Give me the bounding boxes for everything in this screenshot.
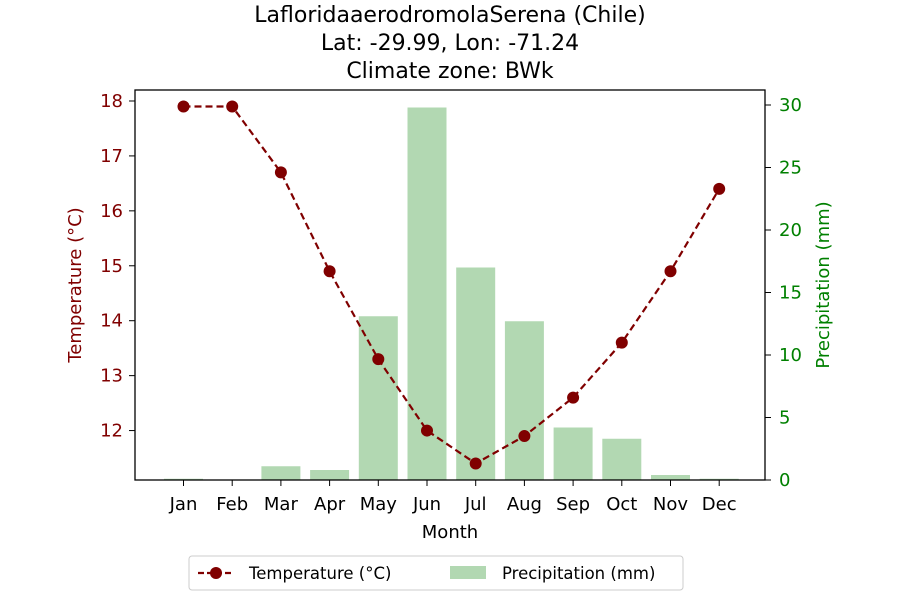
chart-legend: Temperature (°C) Precipitation (mm) xyxy=(188,555,684,591)
legend-box xyxy=(188,555,684,591)
precipitation-bar-oct xyxy=(602,438,642,480)
right-tick-label: 15 xyxy=(779,283,802,304)
x-tick-label-aug: Aug xyxy=(507,494,542,515)
x-tick-label-may: May xyxy=(360,494,398,515)
temperature-point-jan xyxy=(177,100,190,113)
x-tick-label-mar: Mar xyxy=(264,494,299,515)
x-tick-label-oct: Oct xyxy=(606,494,637,515)
temperature-point-jun xyxy=(421,424,433,437)
x-tick-label-apr: Apr xyxy=(314,494,346,515)
left-tick-label: 18 xyxy=(100,91,123,112)
temperature-point-nov xyxy=(664,265,677,278)
right-axis-ticks: 0 5 10 15 20 25 30 xyxy=(765,95,802,491)
x-axis-ticks: Jan Feb Mar Apr May Jun Jul Aug Sep Oct Nov Dec xyxy=(169,480,737,515)
right-tick-label: 25 xyxy=(779,158,802,179)
temperature-point-jul xyxy=(469,457,482,470)
temperature-point-apr xyxy=(323,265,336,278)
left-tick-label: 15 xyxy=(100,256,123,277)
precipitation-bar-sep xyxy=(553,427,593,480)
x-tick-label-sep: Sep xyxy=(556,494,590,515)
temperature-point-oct xyxy=(615,336,628,349)
right-tick-label: 5 xyxy=(779,408,790,429)
left-tick-label: 17 xyxy=(100,146,123,167)
x-tick-label-nov: Nov xyxy=(653,494,688,515)
x-tick-label-dec: Dec xyxy=(702,494,737,515)
x-tick-label-jul: Jul xyxy=(464,494,487,515)
temperature-point-aug xyxy=(518,430,531,443)
precipitation-bar-may xyxy=(358,316,398,480)
precipitation-bars xyxy=(164,107,739,480)
left-axis-title: Temperature (°C) xyxy=(65,207,86,363)
x-tick-label-jan: Jan xyxy=(169,494,198,515)
x-tick-label-jun: Jun xyxy=(412,494,441,515)
temperature-point-mar xyxy=(274,166,287,179)
x-tick-label-feb: Feb xyxy=(216,494,248,515)
legend-temperature-marker-swatch xyxy=(210,567,222,579)
right-axis-title: Precipitation (mm) xyxy=(813,201,834,368)
left-tick-label: 14 xyxy=(100,311,123,332)
right-tick-label: 30 xyxy=(779,95,802,116)
legend-precipitation-swatch xyxy=(450,566,486,579)
left-axis-ticks: 12 13 14 15 16 17 18 xyxy=(100,91,135,442)
chart-title-line-3: Climate zone: BWk xyxy=(346,59,554,84)
left-tick-label: 12 xyxy=(100,421,123,442)
right-tick-label: 10 xyxy=(779,345,802,366)
temperature-point-sep xyxy=(567,391,580,404)
legend-temperature-label: Temperature (°C) xyxy=(248,564,391,583)
plot-area-frame xyxy=(134,89,766,481)
temperature-point-dec xyxy=(713,182,726,195)
precipitation-bar-nov xyxy=(651,475,690,480)
chart-title-line-2: Lat: -29.99, Lon: -71.24 xyxy=(321,31,579,56)
precipitation-bar-apr xyxy=(310,470,350,480)
legend-precipitation-label: Precipitation (mm) xyxy=(502,564,655,583)
temperature-point-may xyxy=(372,353,385,366)
left-tick-label: 13 xyxy=(100,366,123,387)
precipitation-bar-jun xyxy=(407,107,447,480)
temperature-line xyxy=(183,105,721,465)
temperature-line-series xyxy=(177,100,726,470)
right-tick-label: 0 xyxy=(779,470,790,491)
left-tick-label: 16 xyxy=(100,201,123,222)
chart-title-line-1: LafloridaaerodromolaSerena (Chile) xyxy=(254,3,645,28)
precipitation-bar-jul xyxy=(456,267,496,480)
chart-title: LafloridaaerodromolaSerena (Chile) Lat: … xyxy=(254,3,645,84)
x-axis-title: Month xyxy=(422,522,478,543)
temperature-point-feb xyxy=(226,100,239,113)
right-tick-label: 20 xyxy=(779,220,802,241)
precipitation-bar-mar xyxy=(261,466,301,480)
precipitation-bar-aug xyxy=(504,321,544,480)
